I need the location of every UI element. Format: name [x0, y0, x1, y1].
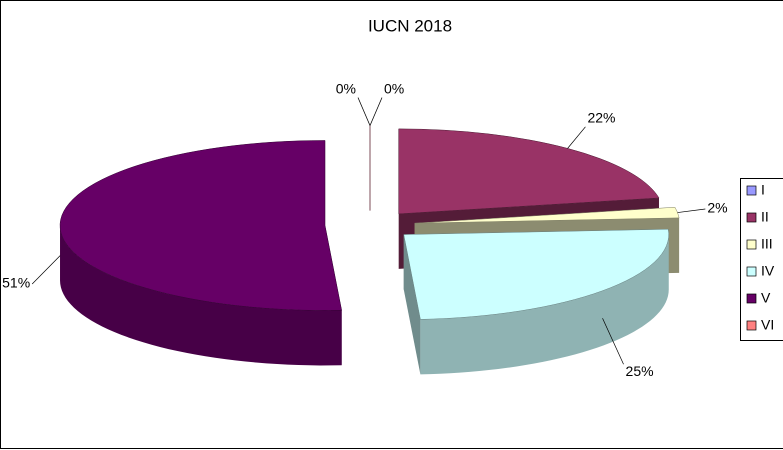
slice — [403, 228, 669, 375]
slice — [403, 228, 669, 320]
legend-swatch — [746, 293, 757, 304]
data-label: 0% — [336, 80, 356, 96]
slice — [414, 207, 680, 224]
leader-line — [357, 97, 371, 126]
data-label: 0% — [384, 80, 404, 96]
chart-title: IUCN 2018 — [368, 16, 452, 35]
leader-line — [567, 126, 586, 149]
legend-swatch — [746, 266, 757, 277]
legend-swatch — [746, 239, 757, 250]
legend-label: I — [761, 182, 765, 198]
leader-line — [369, 97, 383, 126]
legend-box — [740, 178, 783, 341]
slice-cut-wall — [403, 234, 421, 375]
slice — [59, 140, 342, 311]
data-label: 22% — [587, 110, 615, 126]
legend-label: IV — [761, 263, 775, 279]
data-label: 2% — [707, 200, 727, 216]
legend-swatch — [746, 320, 757, 331]
leader-line — [677, 208, 706, 213]
data-label: 51% — [2, 275, 30, 291]
leader-line — [602, 318, 624, 365]
slice-side — [60, 225, 342, 366]
legend-label: II — [761, 209, 769, 225]
legend-label: III — [761, 236, 773, 252]
slice-side — [420, 234, 669, 375]
leader-line — [31, 255, 61, 285]
legend-label: VI — [761, 317, 774, 333]
legend-swatch — [746, 212, 757, 223]
data-label: 25% — [626, 363, 654, 379]
legend-swatch — [746, 185, 757, 196]
legend-label: V — [761, 290, 771, 306]
slice — [59, 140, 342, 366]
